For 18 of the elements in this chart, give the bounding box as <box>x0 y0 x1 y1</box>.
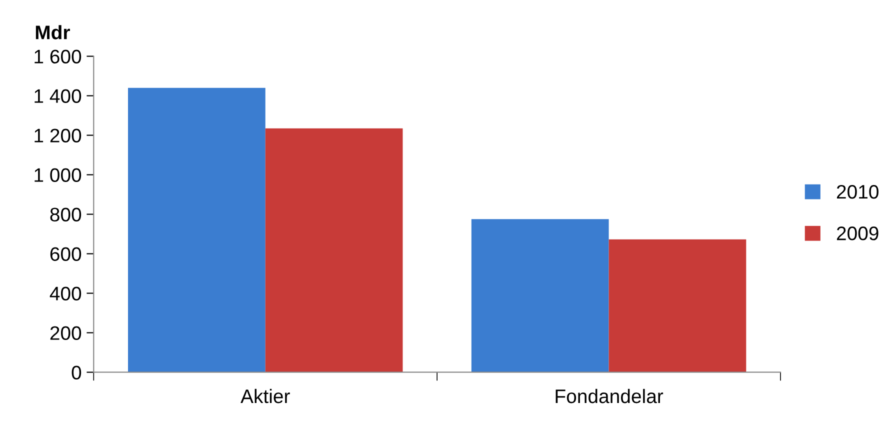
x-tick-label: Aktier <box>240 388 290 404</box>
y-tick-label: 600 <box>50 247 82 261</box>
y-tick-label: 0 <box>72 366 82 380</box>
y-axis-title: Mdr <box>36 25 70 40</box>
y-tick-label: 1 600 <box>34 50 82 64</box>
bar <box>128 88 266 372</box>
y-tick-label: 200 <box>50 326 82 340</box>
bar <box>471 219 609 372</box>
y-tick-label: 1 200 <box>34 128 82 142</box>
legend-label: 2009 <box>836 226 878 240</box>
y-tick-label: 1 400 <box>34 89 82 103</box>
y-tick-label: 1 000 <box>34 168 82 182</box>
bar <box>608 239 746 372</box>
bar <box>265 128 403 372</box>
y-tick-label: 400 <box>50 286 82 300</box>
legend-label: 2010 <box>836 184 878 199</box>
y-tick-label: 800 <box>50 208 82 222</box>
x-tick-label: Fondandelar <box>556 388 664 404</box>
